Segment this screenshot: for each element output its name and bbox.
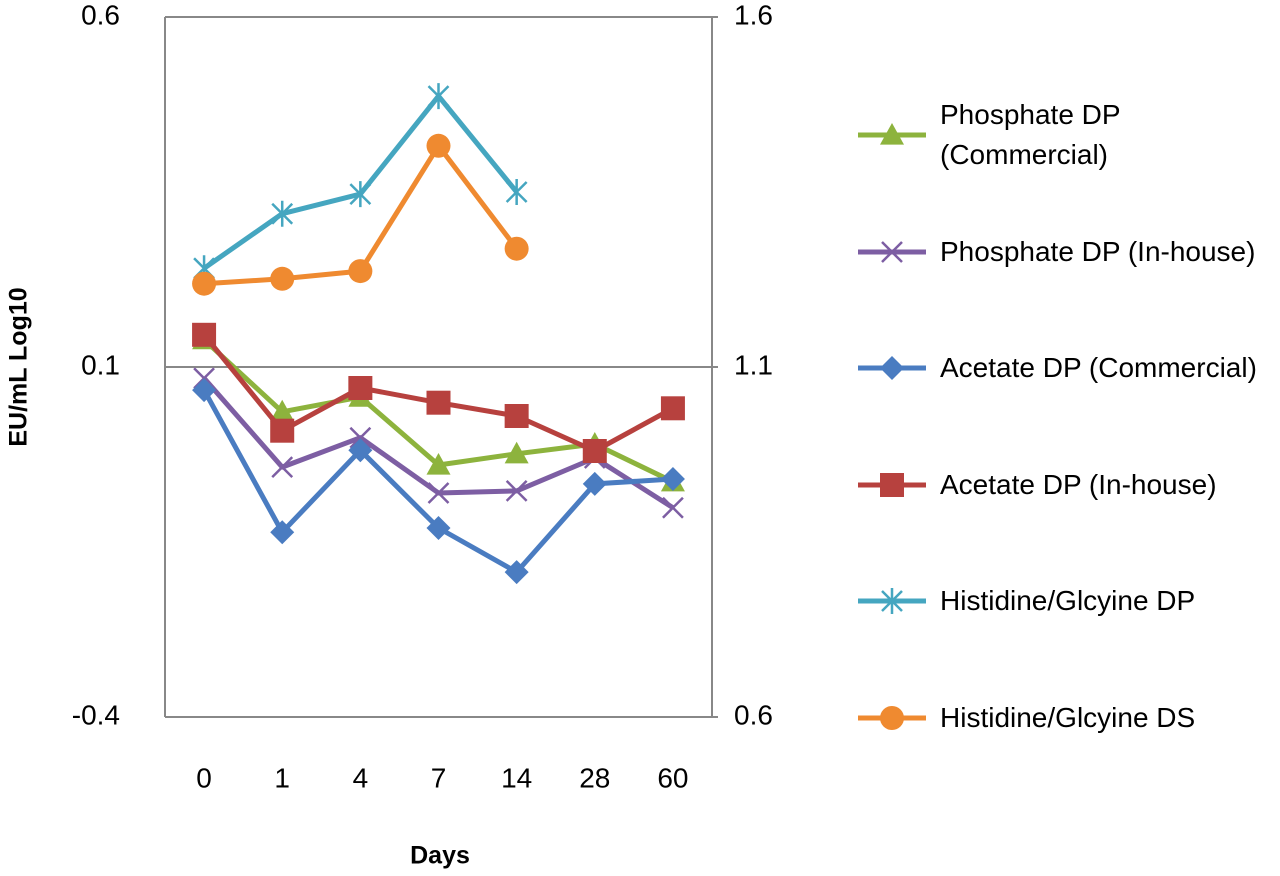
legend-icon (858, 356, 926, 380)
legend-label: Phosphate DP (Commercial) (940, 99, 1121, 170)
marker (426, 390, 451, 415)
y-tick-label: 0.1 (81, 349, 120, 380)
legend-icon (858, 705, 926, 730)
legend-entry: Histidine/Glcyine DS (855, 668, 1280, 768)
legend-icon (858, 240, 926, 263)
x-tick-label: 7 (431, 762, 447, 793)
marker (660, 467, 685, 491)
marker (426, 516, 451, 540)
legend-entry: Acetate DP (In-house) (855, 435, 1280, 535)
marker (192, 322, 217, 347)
x-axis-title: Days (410, 842, 470, 870)
y2-tick-label: 1.1 (734, 349, 773, 380)
legend-entry: Acetate DP (Commercial) (855, 318, 1280, 418)
marker (504, 441, 529, 464)
marker (504, 560, 529, 585)
legend-label: Acetate DP (Commercial) (940, 352, 1257, 383)
x-tick-label: 28 (579, 762, 610, 793)
marker (880, 123, 904, 145)
legend-entry: Phosphate DP (In-house) (855, 202, 1280, 302)
marker (660, 396, 685, 421)
legend-icon (858, 588, 926, 614)
marker (349, 426, 372, 449)
marker (504, 236, 529, 261)
y2-tick-label: 1.6 (734, 0, 773, 30)
marker (504, 404, 529, 428)
marker (427, 83, 450, 110)
marker (881, 240, 903, 263)
marker (880, 472, 904, 497)
x-tick-label: 60 (657, 762, 688, 793)
legend-icon (858, 472, 926, 497)
marker (192, 378, 217, 403)
marker (270, 399, 295, 422)
legend-label: Acetate DP (In-house) (940, 468, 1217, 500)
marker (426, 133, 451, 158)
y2-tick-label: 0.6 (734, 699, 773, 730)
marker (427, 482, 450, 504)
legend-entry: Phosphate DP (Commercial) (855, 85, 1280, 185)
marker (349, 181, 372, 208)
marker (505, 179, 528, 205)
marker (270, 418, 295, 443)
marker (880, 705, 904, 730)
legend-label: Phosphate DP (In-house) (940, 235, 1256, 267)
marker (426, 453, 451, 475)
marker (348, 259, 373, 284)
marker (348, 376, 373, 400)
marker (880, 356, 904, 380)
marker (271, 200, 294, 227)
marker (270, 520, 295, 545)
x-tick-label: 14 (501, 762, 532, 793)
x-tick-label: 4 (353, 762, 369, 793)
x-tick-label: 0 (196, 762, 212, 793)
marker (881, 588, 903, 614)
marker (271, 456, 294, 478)
legend-entry: Histidine/Glcyine DP (855, 551, 1280, 651)
marker (582, 439, 607, 463)
x-tick-label: 1 (274, 762, 290, 793)
legend-label: Histidine/Glcyine DP (940, 585, 1196, 616)
marker (192, 271, 217, 296)
marker (662, 496, 684, 519)
legend-icon (858, 123, 926, 145)
y-axis-title: EU/mL Log10 (5, 287, 33, 446)
legend-label: Histidine/Glcyine DS (940, 701, 1196, 733)
y-tick-label: -0.4 (72, 699, 120, 730)
marker (582, 471, 607, 496)
marker (505, 480, 528, 502)
marker (348, 438, 373, 463)
marker (270, 266, 295, 291)
y-tick-label: 0.6 (81, 0, 120, 30)
